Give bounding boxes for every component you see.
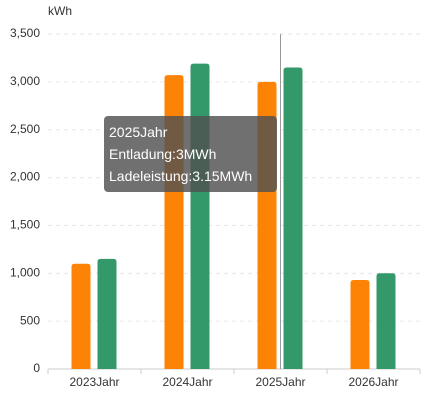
- y-tick-label: 1,000: [10, 265, 40, 279]
- y-tick-label: 3,000: [10, 74, 40, 88]
- tooltip-title: 2025Jahr: [109, 124, 168, 140]
- x-tick-label: 2023Jahr: [69, 375, 119, 389]
- y-tick-label: 0: [33, 361, 40, 375]
- x-tick-label: 2025Jahr: [255, 375, 305, 389]
- y-tick-label: 500: [20, 313, 40, 327]
- bar: [190, 63, 210, 370]
- tooltip-line: Entladung:3MWh: [109, 146, 217, 162]
- bar: [97, 258, 117, 369]
- x-tick-label: 2026Jahr: [348, 375, 398, 389]
- x-tick-label: 2024Jahr: [162, 375, 212, 389]
- y-tick-label: 2,500: [10, 122, 40, 136]
- y-tick-label: 1,500: [10, 218, 40, 232]
- bar: [283, 67, 303, 369]
- bar: [376, 273, 396, 369]
- y-tick-label: 2,000: [10, 170, 40, 184]
- tooltip-line: Ladeleistung:3.15MWh: [109, 168, 253, 184]
- bar: [71, 263, 91, 369]
- bar: [350, 279, 370, 369]
- y-tick-label: 3,500: [10, 26, 40, 40]
- y-axis-label: kWh: [48, 4, 72, 18]
- tooltip: 2025Jahr Entladung:3MWh Ladeleistung:3.1…: [104, 116, 277, 192]
